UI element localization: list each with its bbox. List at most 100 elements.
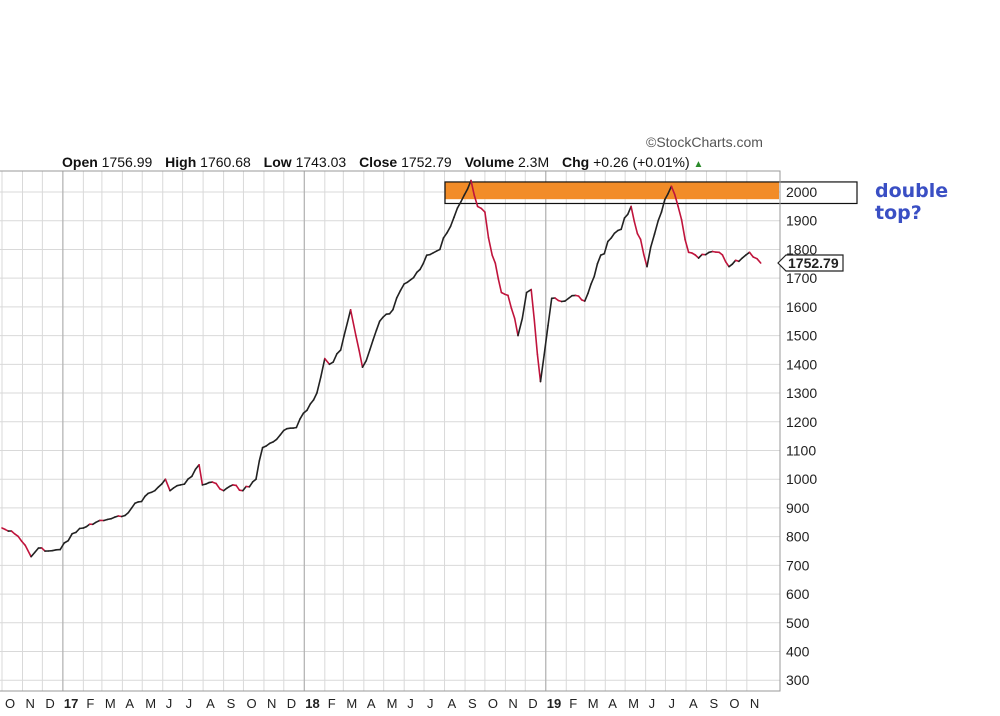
price-segment	[59, 542, 65, 551]
price-segment	[299, 412, 305, 421]
x-tick-label: J	[166, 696, 173, 711]
chg-label: Chg	[562, 154, 590, 170]
price-segment	[215, 482, 221, 490]
double-top-annotation: double top?	[875, 180, 949, 224]
price-segment	[17, 535, 23, 542]
x-tick-label: O	[246, 696, 256, 711]
x-tick-label: M	[588, 696, 599, 711]
price-segment	[721, 254, 727, 263]
price-segment	[610, 232, 616, 239]
y-tick-label: 1900	[786, 213, 817, 229]
price-segment	[673, 193, 679, 208]
price-segment	[412, 271, 418, 279]
high-label: High	[165, 154, 197, 170]
copyright-icon: ©	[646, 134, 657, 150]
price-segment	[606, 237, 613, 243]
x-tick-label: J	[668, 696, 675, 711]
y-tick-label: 700	[786, 557, 810, 573]
price-segment	[349, 308, 357, 337]
x-tick-label: M	[628, 696, 639, 711]
price-segment	[657, 211, 663, 222]
price-segment	[646, 246, 652, 268]
price-segment	[33, 547, 40, 554]
price-segment	[539, 353, 546, 383]
x-tick-label: A	[689, 696, 698, 711]
price-segment	[466, 179, 472, 190]
price-segment	[626, 205, 632, 216]
price-segment	[336, 349, 342, 355]
price-segment	[346, 308, 352, 324]
price-segment	[392, 297, 398, 311]
price-segment	[543, 324, 549, 356]
price-segment	[639, 238, 645, 256]
price-segment	[521, 291, 528, 320]
price-segment	[633, 220, 639, 235]
price-segment	[295, 418, 301, 429]
price-segment	[191, 468, 197, 478]
price-segment	[587, 283, 592, 295]
price-segment	[395, 289, 402, 299]
x-tick-label: O	[5, 696, 15, 711]
up-arrow-icon: ▲	[693, 159, 704, 170]
y-tick-label: 800	[786, 529, 810, 545]
price-segment	[361, 359, 368, 369]
price-segment	[258, 446, 264, 462]
price-segment	[20, 540, 27, 547]
price-segment	[731, 259, 737, 266]
price-segment	[649, 233, 656, 249]
price-segment	[510, 307, 516, 320]
price-segment	[355, 334, 361, 352]
resistance-zone	[444, 181, 858, 205]
price-segment	[596, 254, 602, 265]
x-tick-label: N	[267, 696, 276, 711]
price-segment	[470, 179, 476, 197]
price-segment	[494, 262, 500, 280]
high-value: 1760.68	[200, 154, 251, 170]
price-segment	[154, 486, 160, 492]
x-tick-label: S	[468, 696, 477, 711]
x-tick-label: N	[508, 696, 517, 711]
price-segment	[623, 213, 629, 219]
price-segment	[547, 297, 553, 327]
x-tick-label: 19	[547, 696, 561, 711]
price-segment	[255, 460, 261, 481]
price-segment	[636, 232, 642, 241]
y-tick-label: 500	[786, 615, 810, 631]
price-segment	[660, 198, 666, 213]
x-tick-label: A	[125, 696, 134, 711]
x-tick-label: N	[26, 696, 35, 711]
price-segment	[663, 192, 669, 201]
price-segment	[484, 211, 490, 239]
price-segment	[306, 403, 312, 412]
price-segment	[358, 349, 364, 369]
price-segment	[680, 219, 686, 241]
price-segment	[536, 353, 542, 383]
volume-value: 2.3M	[518, 154, 550, 170]
price-segment	[449, 216, 455, 228]
price-segment	[460, 194, 466, 203]
price-segment	[30, 551, 36, 558]
x-tick-label: 18	[305, 696, 319, 711]
chg-value: +0.26 (+0.01%)	[593, 154, 690, 170]
price-segment	[446, 225, 452, 234]
x-tick-label: J	[186, 696, 193, 711]
y-tick-label: 400	[786, 644, 810, 660]
price-segment	[140, 495, 146, 503]
price-segment	[463, 187, 469, 196]
price-segment	[422, 254, 428, 265]
price-segment	[164, 478, 171, 492]
x-tick-label: S	[227, 696, 236, 711]
price-segment	[530, 288, 536, 321]
price-segment	[642, 253, 648, 268]
y-tick-label: 2000	[786, 184, 817, 200]
x-tick-label: M	[346, 696, 357, 711]
price-segment	[343, 322, 349, 337]
stockcharts-logo: ©StockCharts.com	[646, 134, 763, 150]
last-value-tag	[777, 254, 844, 272]
price-segment	[724, 260, 730, 268]
price-segment	[603, 240, 609, 255]
y-tick-label: 1800	[786, 241, 817, 257]
x-tick-label: J	[427, 696, 434, 711]
price-segment	[497, 277, 503, 294]
